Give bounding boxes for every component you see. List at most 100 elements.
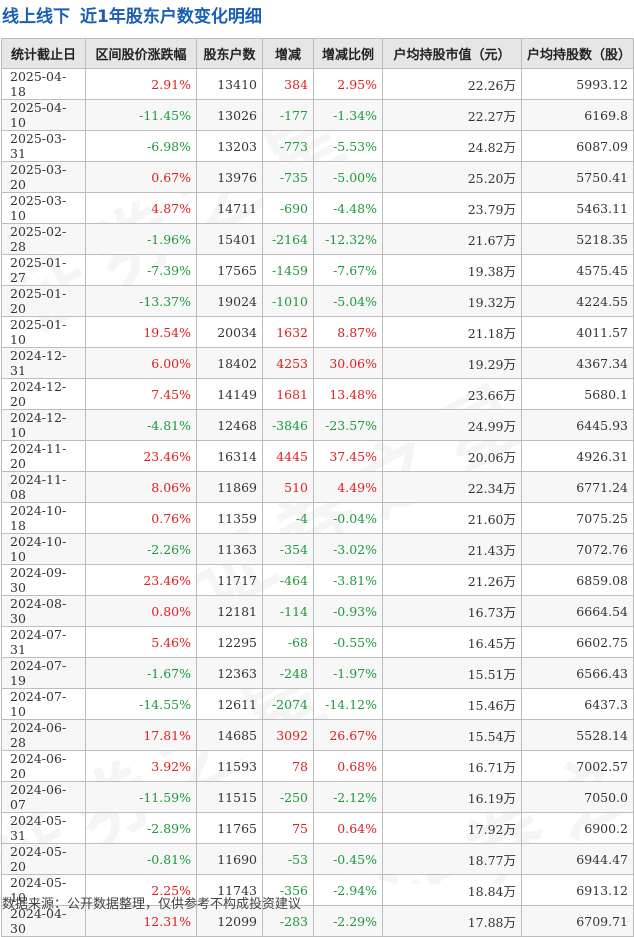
cell-delta: -773	[262, 130, 314, 162]
cell-date: 2024-12-10	[1, 409, 86, 441]
cell-delta-pct: 26.67%	[313, 719, 383, 751]
table-row: 2024-07-19 -1.67% 12363 -248 -1.97% 15.51万 656…	[1, 657, 634, 689]
cell-holders: 12363	[196, 657, 263, 689]
cell-delta-pct: -3.81%	[313, 564, 383, 596]
cell-date: 2024-06-28	[1, 719, 86, 751]
cell-date: 2025-04-10	[1, 99, 86, 131]
cell-holders: 11690	[196, 843, 263, 875]
data-source-note: 数据来源：公开数据整理，仅供参考不构成投资建议	[2, 897, 302, 912]
cell-date: 2025-01-20	[1, 285, 86, 317]
cell-delta-pct: -5.04%	[313, 285, 383, 317]
cell-change-pct: 7.45%	[85, 378, 197, 410]
cell-avg-shares: 6944.47	[521, 843, 634, 875]
cell-holders: 16314	[196, 440, 263, 472]
column-header: 增减	[262, 38, 314, 69]
cell-avg-value: 15.51万	[382, 657, 522, 689]
cell-delta: 78	[262, 750, 314, 782]
cell-avg-shares: 5993.12	[521, 68, 634, 100]
cell-delta-pct: -1.97%	[313, 657, 383, 689]
cell-avg-value: 21.67万	[382, 223, 522, 255]
cell-avg-shares: 6771.24	[521, 471, 634, 503]
cell-delta-pct: -7.67%	[313, 254, 383, 286]
cell-holders: 12181	[196, 595, 263, 627]
report-title: 近1年股东户数变化明细	[80, 6, 262, 27]
cell-change-pct: 0.67%	[85, 161, 197, 193]
cell-avg-value: 19.32万	[382, 285, 522, 317]
cell-date: 2024-08-30	[1, 595, 86, 627]
cell-delta: 3092	[262, 719, 314, 751]
table-row: 2024-06-07 -11.59% 11515 -250 -2.12% 16.19万 70…	[1, 781, 634, 813]
cell-avg-shares: 6913.12	[521, 874, 634, 906]
cell-change-pct: 0.76%	[85, 502, 197, 534]
cell-date: 2024-10-18	[1, 502, 86, 534]
cell-avg-value: 15.54万	[382, 719, 522, 751]
cell-holders: 11869	[196, 471, 263, 503]
table-row: 2025-03-10 4.87% 14711 -690 -4.48% 23.79万 5463…	[1, 192, 634, 224]
cell-avg-shares: 5750.41	[521, 161, 634, 193]
cell-date: 2025-01-27	[1, 254, 86, 286]
table-row: 2025-02-28 -1.96% 15401 -2164 -12.32% 21.67万 5…	[1, 223, 634, 255]
cell-delta: -177	[262, 99, 314, 131]
cell-holders: 13026	[196, 99, 263, 131]
cell-date: 2024-07-31	[1, 626, 86, 658]
cell-avg-shares: 4011.57	[521, 316, 634, 348]
cell-change-pct: -4.81%	[85, 409, 197, 441]
cell-delta-pct: -5.00%	[313, 161, 383, 193]
cell-delta: -690	[262, 192, 314, 224]
cell-date: 2024-07-10	[1, 688, 86, 720]
cell-avg-value: 16.19万	[382, 781, 522, 813]
cell-holders: 12468	[196, 409, 263, 441]
table-body: 2025-04-18 2.91% 13410 384 2.95% 22.26万 5993.1…	[1, 68, 634, 937]
cell-delta: 1681	[262, 378, 314, 410]
cell-date: 2024-05-20	[1, 843, 86, 875]
cell-date: 2025-01-10	[1, 316, 86, 348]
table-header-row: 统计截止日 区间股价涨跌幅 股东户数 增减 增减比例 户均持股市值（元） 户均持…	[1, 38, 634, 69]
cell-change-pct: 2.91%	[85, 68, 197, 100]
cell-delta: 510	[262, 471, 314, 503]
cell-avg-value: 21.60万	[382, 502, 522, 534]
cell-change-pct: -1.96%	[85, 223, 197, 255]
cell-holders: 13976	[196, 161, 263, 193]
table-row: 2024-12-31 6.00% 18402 4253 30.06% 19.29万 4367…	[1, 347, 634, 379]
cell-avg-shares: 4367.34	[521, 347, 634, 379]
cell-avg-shares: 6437.3	[521, 688, 634, 720]
cell-holders: 14711	[196, 192, 263, 224]
cell-holders: 11363	[196, 533, 263, 565]
cell-avg-shares: 6445.93	[521, 409, 634, 441]
cell-change-pct: -0.81%	[85, 843, 197, 875]
cell-date: 2025-02-28	[1, 223, 86, 255]
cell-avg-shares: 5680.1	[521, 378, 634, 410]
cell-avg-value: 23.79万	[382, 192, 522, 224]
cell-holders: 12611	[196, 688, 263, 720]
cell-delta: -1010	[262, 285, 314, 317]
cell-holders: 11593	[196, 750, 263, 782]
cell-avg-shares: 6859.08	[521, 564, 634, 596]
cell-change-pct: 3.92%	[85, 750, 197, 782]
cell-avg-shares: 4926.31	[521, 440, 634, 472]
table-row: 2024-05-10 2.25% 11743 -356 -2.94% 18.84万 6913…	[1, 874, 634, 906]
cell-delta: -250	[262, 781, 314, 813]
cell-holders: 11743	[196, 874, 263, 906]
cell-avg-value: 15.46万	[382, 688, 522, 720]
table-row: 2024-11-20 23.46% 16314 4445 37.45% 20.06万 492…	[1, 440, 634, 472]
cell-change-pct: -11.59%	[85, 781, 197, 813]
cell-holders: 11717	[196, 564, 263, 596]
cell-avg-value: 20.06万	[382, 440, 522, 472]
table-row: 2025-01-20 -13.37% 19024 -1010 -5.04% 19.32万 4…	[1, 285, 634, 317]
cell-date: 2024-09-30	[1, 564, 86, 596]
table-row: 2024-07-10 -14.55% 12611 -2074 -14.12% 15.46万…	[1, 688, 634, 720]
cell-date: 2025-04-18	[1, 68, 86, 100]
cell-avg-shares: 6602.75	[521, 626, 634, 658]
cell-delta: -2074	[262, 688, 314, 720]
cell-delta-pct: -2.12%	[313, 781, 383, 813]
cell-change-pct: -11.45%	[85, 99, 197, 131]
cell-delta: -464	[262, 564, 314, 596]
cell-avg-value: 22.27万	[382, 99, 522, 131]
cell-change-pct: -2.26%	[85, 533, 197, 565]
cell-change-pct: 23.46%	[85, 564, 197, 596]
cell-date: 2024-06-07	[1, 781, 86, 813]
cell-delta-pct: 0.68%	[313, 750, 383, 782]
cell-holders: 20034	[196, 316, 263, 348]
cell-holders: 11359	[196, 502, 263, 534]
cell-avg-shares: 5218.35	[521, 223, 634, 255]
